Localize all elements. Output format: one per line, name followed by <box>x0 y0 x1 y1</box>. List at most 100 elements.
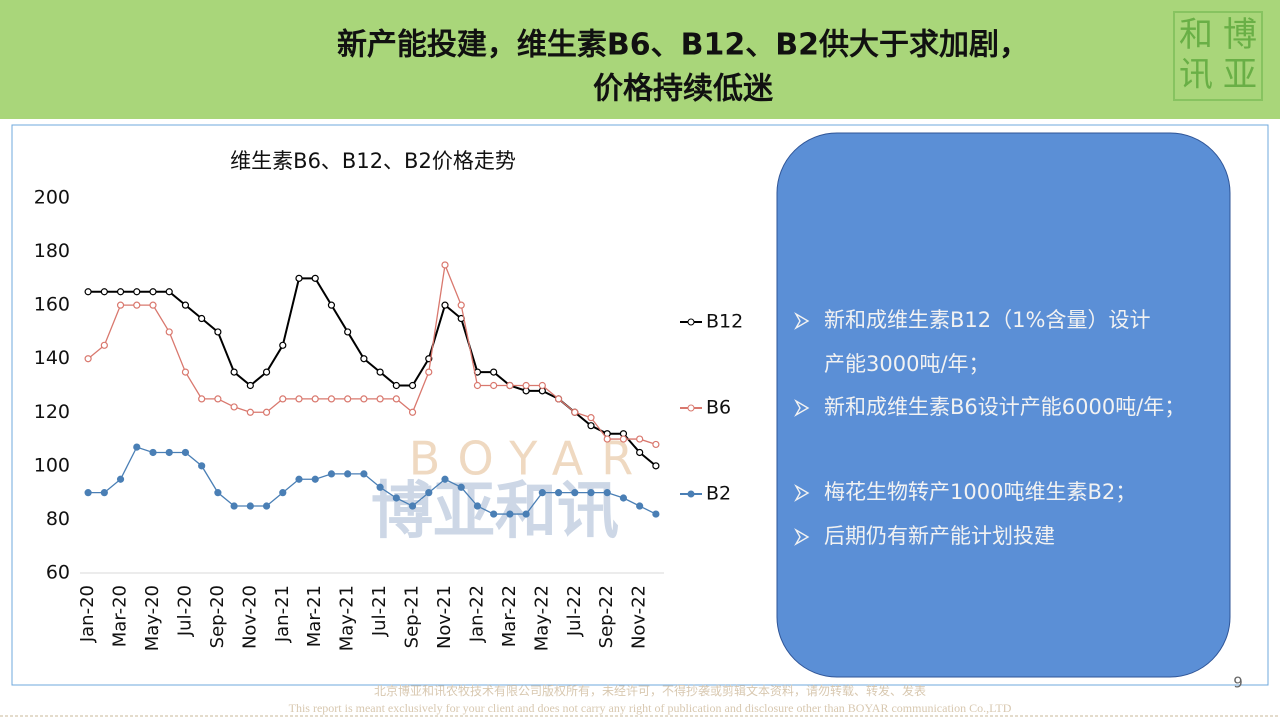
point-marker <box>506 510 514 518</box>
y-tick-label: 120 <box>34 401 70 423</box>
bullet-arrow <box>794 484 810 502</box>
point-marker <box>441 261 449 269</box>
legend-marker <box>687 318 695 326</box>
point-marker <box>522 381 530 390</box>
point-marker <box>392 395 400 403</box>
point-marker <box>100 341 108 349</box>
point-marker <box>652 440 660 449</box>
point-marker <box>554 489 563 497</box>
point-marker <box>376 395 384 403</box>
y-tick-label: 160 <box>34 294 70 316</box>
point-marker <box>360 470 368 478</box>
point-marker <box>571 408 579 416</box>
point-marker <box>425 489 433 497</box>
point-marker <box>571 489 579 497</box>
point-marker <box>295 274 303 282</box>
logo-frame <box>1173 11 1263 101</box>
x-tick-label: Jul-21 <box>369 585 390 637</box>
point-marker <box>181 368 190 376</box>
point-marker <box>133 443 141 451</box>
point-marker <box>295 395 303 403</box>
point-marker <box>165 328 173 336</box>
x-tick-label: Jul-20 <box>174 585 195 637</box>
legend-label: B6 <box>706 397 731 419</box>
point-marker <box>246 502 254 510</box>
bullet-arrow <box>794 399 810 417</box>
x-tick-label: Nov-20 <box>239 585 260 649</box>
x-tick-label: Mar-20 <box>110 585 131 647</box>
point-marker <box>181 301 190 309</box>
point-marker <box>116 301 125 309</box>
point-marker <box>262 502 271 510</box>
title-line: 价格持续低迷 <box>593 72 774 107</box>
point-marker <box>376 368 384 376</box>
legend-label: B12 <box>706 311 743 333</box>
point-marker <box>246 408 254 416</box>
point-marker <box>652 510 660 518</box>
logo-char: 博 <box>1223 16 1257 54</box>
point-marker <box>149 301 157 309</box>
page-number: 9 <box>1233 674 1243 692</box>
x-tick-label: May-20 <box>142 585 163 651</box>
x-tick-label: Jul-22 <box>564 585 585 637</box>
x-tick-label: Nov-21 <box>434 585 455 649</box>
point-marker <box>587 422 595 430</box>
point-marker <box>311 395 319 403</box>
point-marker <box>181 448 190 457</box>
point-marker <box>230 368 238 376</box>
point-marker <box>230 502 238 510</box>
point-marker <box>84 288 92 296</box>
point-marker <box>619 435 628 443</box>
point-marker <box>327 395 336 403</box>
point-marker <box>165 448 173 457</box>
bullet-arrow <box>794 528 810 546</box>
point-marker <box>262 408 271 416</box>
bullet-text: 产能3000吨/年； <box>824 352 990 376</box>
bullet-text: 后期仍有新产能计划投建 <box>824 524 1055 548</box>
point-marker <box>84 355 92 363</box>
point-marker <box>262 368 271 376</box>
title-line: 新产能投建，维生素B6、B12、B2供大于求加剧， <box>337 28 1029 63</box>
y-tick-label: 140 <box>34 347 70 369</box>
point-marker <box>408 502 417 510</box>
point-marker <box>554 395 563 403</box>
legend-marker <box>687 404 695 412</box>
legend-label: B2 <box>706 483 731 505</box>
point-marker <box>392 494 400 502</box>
point-marker <box>84 489 92 497</box>
point-marker <box>344 328 352 336</box>
point-marker <box>490 510 498 518</box>
point-marker <box>360 395 368 403</box>
y-tick-label: 80 <box>46 508 70 530</box>
x-tick-label: May-21 <box>337 585 358 651</box>
point-marker <box>490 368 498 376</box>
point-marker <box>473 381 482 390</box>
x-tick-label: May-22 <box>531 585 552 651</box>
point-marker <box>490 381 498 390</box>
point-marker <box>473 502 482 510</box>
point-marker <box>538 489 546 497</box>
point-marker <box>603 435 611 443</box>
point-marker <box>538 381 546 390</box>
point-marker <box>376 483 384 491</box>
point-marker <box>652 462 660 470</box>
title-bar <box>0 0 1280 119</box>
point-marker <box>441 475 449 483</box>
point-marker <box>457 301 465 309</box>
y-tick-label: 100 <box>34 454 70 476</box>
point-marker <box>149 448 157 457</box>
series-line <box>87 262 657 446</box>
point-marker <box>392 381 400 390</box>
point-marker <box>636 502 644 510</box>
x-tick-label: Jan-22 <box>466 585 487 643</box>
chart-title: 维生素B6、B12、B2价格走势 <box>230 149 516 173</box>
y-tick-label: 180 <box>34 240 70 262</box>
x-tick-label: Sep-21 <box>402 585 423 648</box>
point-marker <box>344 395 352 403</box>
point-marker <box>198 462 206 470</box>
point-marker <box>198 395 206 403</box>
x-tick-label: Mar-21 <box>304 585 325 647</box>
bullet-text: 新和成维生素B12（1%含量）设计 <box>824 308 1150 332</box>
point-marker <box>214 395 222 403</box>
